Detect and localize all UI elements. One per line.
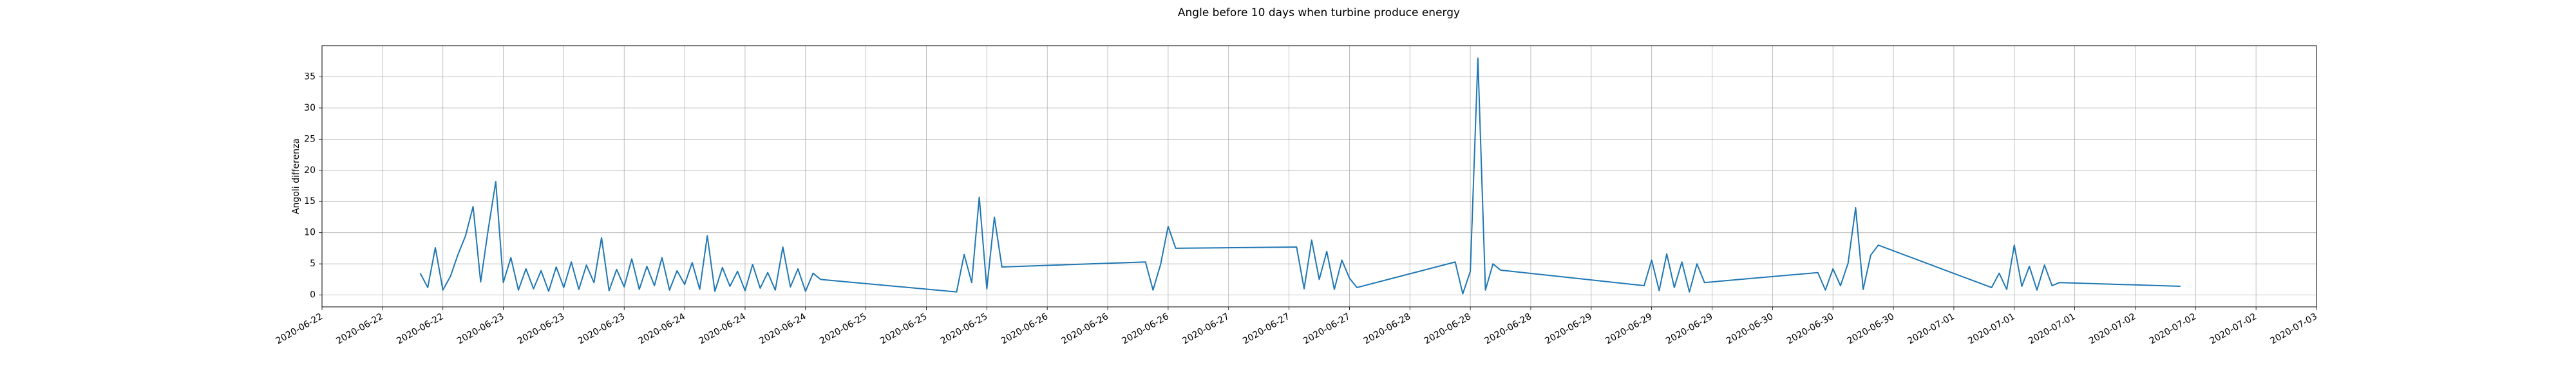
x-tick-label: 2020-06-24 (757, 311, 808, 347)
x-tick-label: 2020-07-02 (2208, 311, 2259, 347)
x-tick-label: 2020-06-22 (274, 311, 325, 347)
x-tick-label: 2020-06-27 (1180, 311, 1231, 347)
y-tick-label: 15 (304, 196, 316, 207)
y-tick-label: 10 (304, 228, 316, 238)
x-tick-label: 2020-06-29 (1664, 311, 1714, 347)
y-tick-label: 30 (304, 103, 316, 113)
x-tick-label: 2020-06-25 (939, 311, 989, 347)
plot-frame (321, 45, 2317, 308)
x-tick-label: 2020-06-24 (637, 311, 688, 347)
data-line (419, 57, 2181, 295)
x-tick-label: 2020-06-26 (1060, 311, 1111, 347)
x-tick-label: 2020-07-03 (2269, 311, 2319, 347)
y-tick-label: 25 (304, 134, 316, 144)
x-tick-label: 2020-06-27 (1241, 311, 1291, 347)
y-tick-label: 5 (310, 259, 316, 269)
x-tick-label: 2020-06-25 (878, 311, 929, 347)
x-tick-label: 2020-06-24 (697, 311, 748, 347)
y-tick-label: 20 (304, 165, 316, 176)
x-tick-label: 2020-06-28 (1362, 311, 1412, 347)
x-tick-label: 2020-06-30 (1725, 311, 1775, 347)
x-tick-label: 2020-06-30 (1785, 311, 1835, 347)
y-axis-label: Angoli differenza (291, 138, 301, 214)
x-tick-label: 2020-06-28 (1423, 311, 1473, 347)
y-tick-label: 35 (304, 71, 316, 82)
x-tick-label: 2020-06-23 (455, 311, 506, 347)
x-tick-label: 2020-06-26 (999, 311, 1050, 347)
x-tick-label: 2020-06-25 (818, 311, 868, 347)
x-tick-label: 2020-06-29 (1543, 311, 1593, 347)
x-tick-label: 2020-06-22 (395, 311, 445, 347)
x-tick-label: 2020-06-26 (1120, 311, 1171, 347)
y-tick-label: 0 (310, 290, 316, 300)
x-tick-label: 2020-06-23 (576, 311, 627, 347)
x-tick-label: 2020-06-22 (334, 311, 384, 347)
x-tick-label: 2020-07-01 (1906, 311, 1956, 347)
chart-title: Angle before 10 days when turbine produc… (1178, 6, 1460, 19)
x-tick-label: 2020-07-02 (2148, 311, 2198, 347)
x-tick-label: 2020-06-27 (1302, 311, 1352, 347)
x-tick-label: 2020-07-02 (2087, 311, 2137, 347)
x-tick-label: 2020-06-28 (1482, 311, 1533, 347)
x-tick-label: 2020-06-29 (1604, 311, 1654, 347)
x-tick-label: 2020-07-01 (1966, 311, 2016, 347)
x-tick-label: 2020-07-01 (2027, 311, 2077, 347)
x-tick-label: 2020-06-23 (516, 311, 566, 347)
x-tick-label: 2020-06-30 (1846, 311, 1896, 347)
